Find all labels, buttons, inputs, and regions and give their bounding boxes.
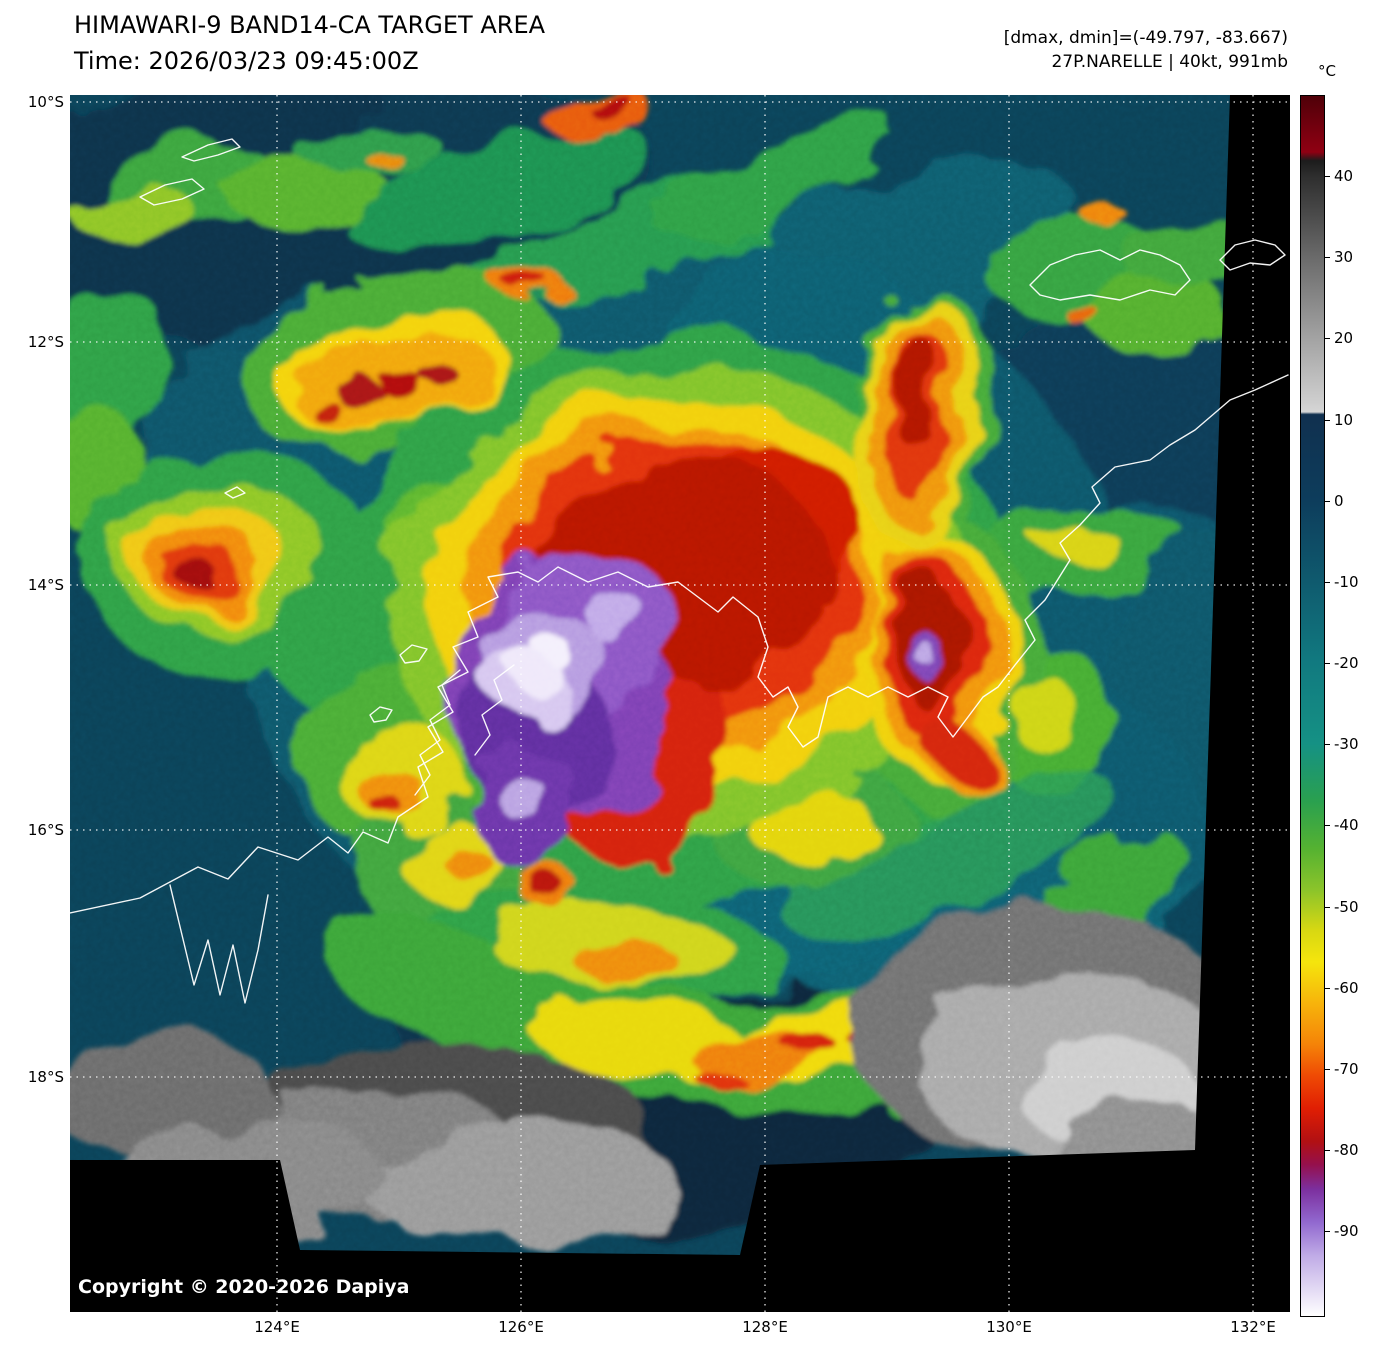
colorbar-tick: -50 [1325, 898, 1359, 916]
product-time: Time: 2026/03/23 09:45:00Z [74, 47, 419, 75]
lat-label: 14°S [27, 576, 64, 594]
colorbar-tick: -40 [1325, 816, 1359, 834]
lat-label: 10°S [27, 93, 64, 111]
tick-mark [1325, 987, 1330, 989]
data-swath [70, 95, 1230, 1255]
tick-mark [1325, 824, 1330, 826]
tick-mark [1325, 581, 1330, 583]
colorbar-tick: -30 [1325, 735, 1359, 753]
tick-mark [1325, 175, 1330, 177]
product-title: HIMAWARI-9 BAND14-CA TARGET AREA [74, 11, 546, 39]
colorbar-tick: -20 [1325, 654, 1359, 672]
range-info: [dmax, dmin]=(-49.797, -83.667) [1003, 28, 1288, 48]
tick-mark [1325, 1230, 1330, 1232]
colorbar-unit: °C [1318, 62, 1336, 80]
graticule-layer [70, 95, 1290, 1312]
colorbar-tick: -90 [1325, 1222, 1359, 1240]
lon-label: 128°E [742, 1318, 788, 1336]
colorbar-tick: 10 [1325, 411, 1353, 429]
tick-mark [1325, 337, 1330, 339]
lon-label: 124°E [254, 1318, 300, 1336]
lat-label: 16°S [27, 821, 64, 839]
colorbar-tick: -10 [1325, 573, 1359, 591]
colorbar-tick: -70 [1325, 1060, 1359, 1078]
colorbar-tick: 0 [1325, 492, 1344, 510]
tick-mark [1325, 256, 1330, 258]
tick-mark [1325, 906, 1330, 908]
map-plot [69, 95, 1290, 1312]
colorbar-gradient [1300, 95, 1325, 1317]
lon-label: 130°E [986, 1318, 1032, 1336]
lon-label: 126°E [498, 1318, 544, 1336]
tick-mark [1325, 1149, 1330, 1151]
tick-mark [1325, 743, 1330, 745]
colorbar-tick: 40 [1325, 167, 1353, 185]
storm-info: 27P.NARELLE | 40kt, 991mb [1051, 52, 1288, 72]
colorbar-tick: 30 [1325, 248, 1353, 266]
colorbar-tick: 20 [1325, 329, 1353, 347]
coastline-layer [69, 138, 1289, 1004]
tick-mark [1325, 1068, 1330, 1070]
header-right-block: [dmax, dmin]=(-49.797, -83.667) 27P.NARE… [1004, 26, 1288, 74]
lat-label: 18°S [27, 1068, 64, 1086]
satellite-map-image [69, 95, 1290, 1312]
colorbar: 40 30 20 10 0 -10 -20 -30 -40 -50 -60 -7… [1300, 95, 1388, 1317]
colorbar-tick: -60 [1325, 979, 1359, 997]
colorbar-tick: -80 [1325, 1141, 1359, 1159]
tick-mark [1325, 500, 1330, 502]
copyright-text: Copyright © 2020-2026 Dapiya [78, 1276, 410, 1298]
lat-label: 12°S [27, 333, 64, 351]
tick-mark [1325, 662, 1330, 664]
lon-label: 132°E [1230, 1318, 1276, 1336]
tick-mark [1325, 419, 1330, 421]
